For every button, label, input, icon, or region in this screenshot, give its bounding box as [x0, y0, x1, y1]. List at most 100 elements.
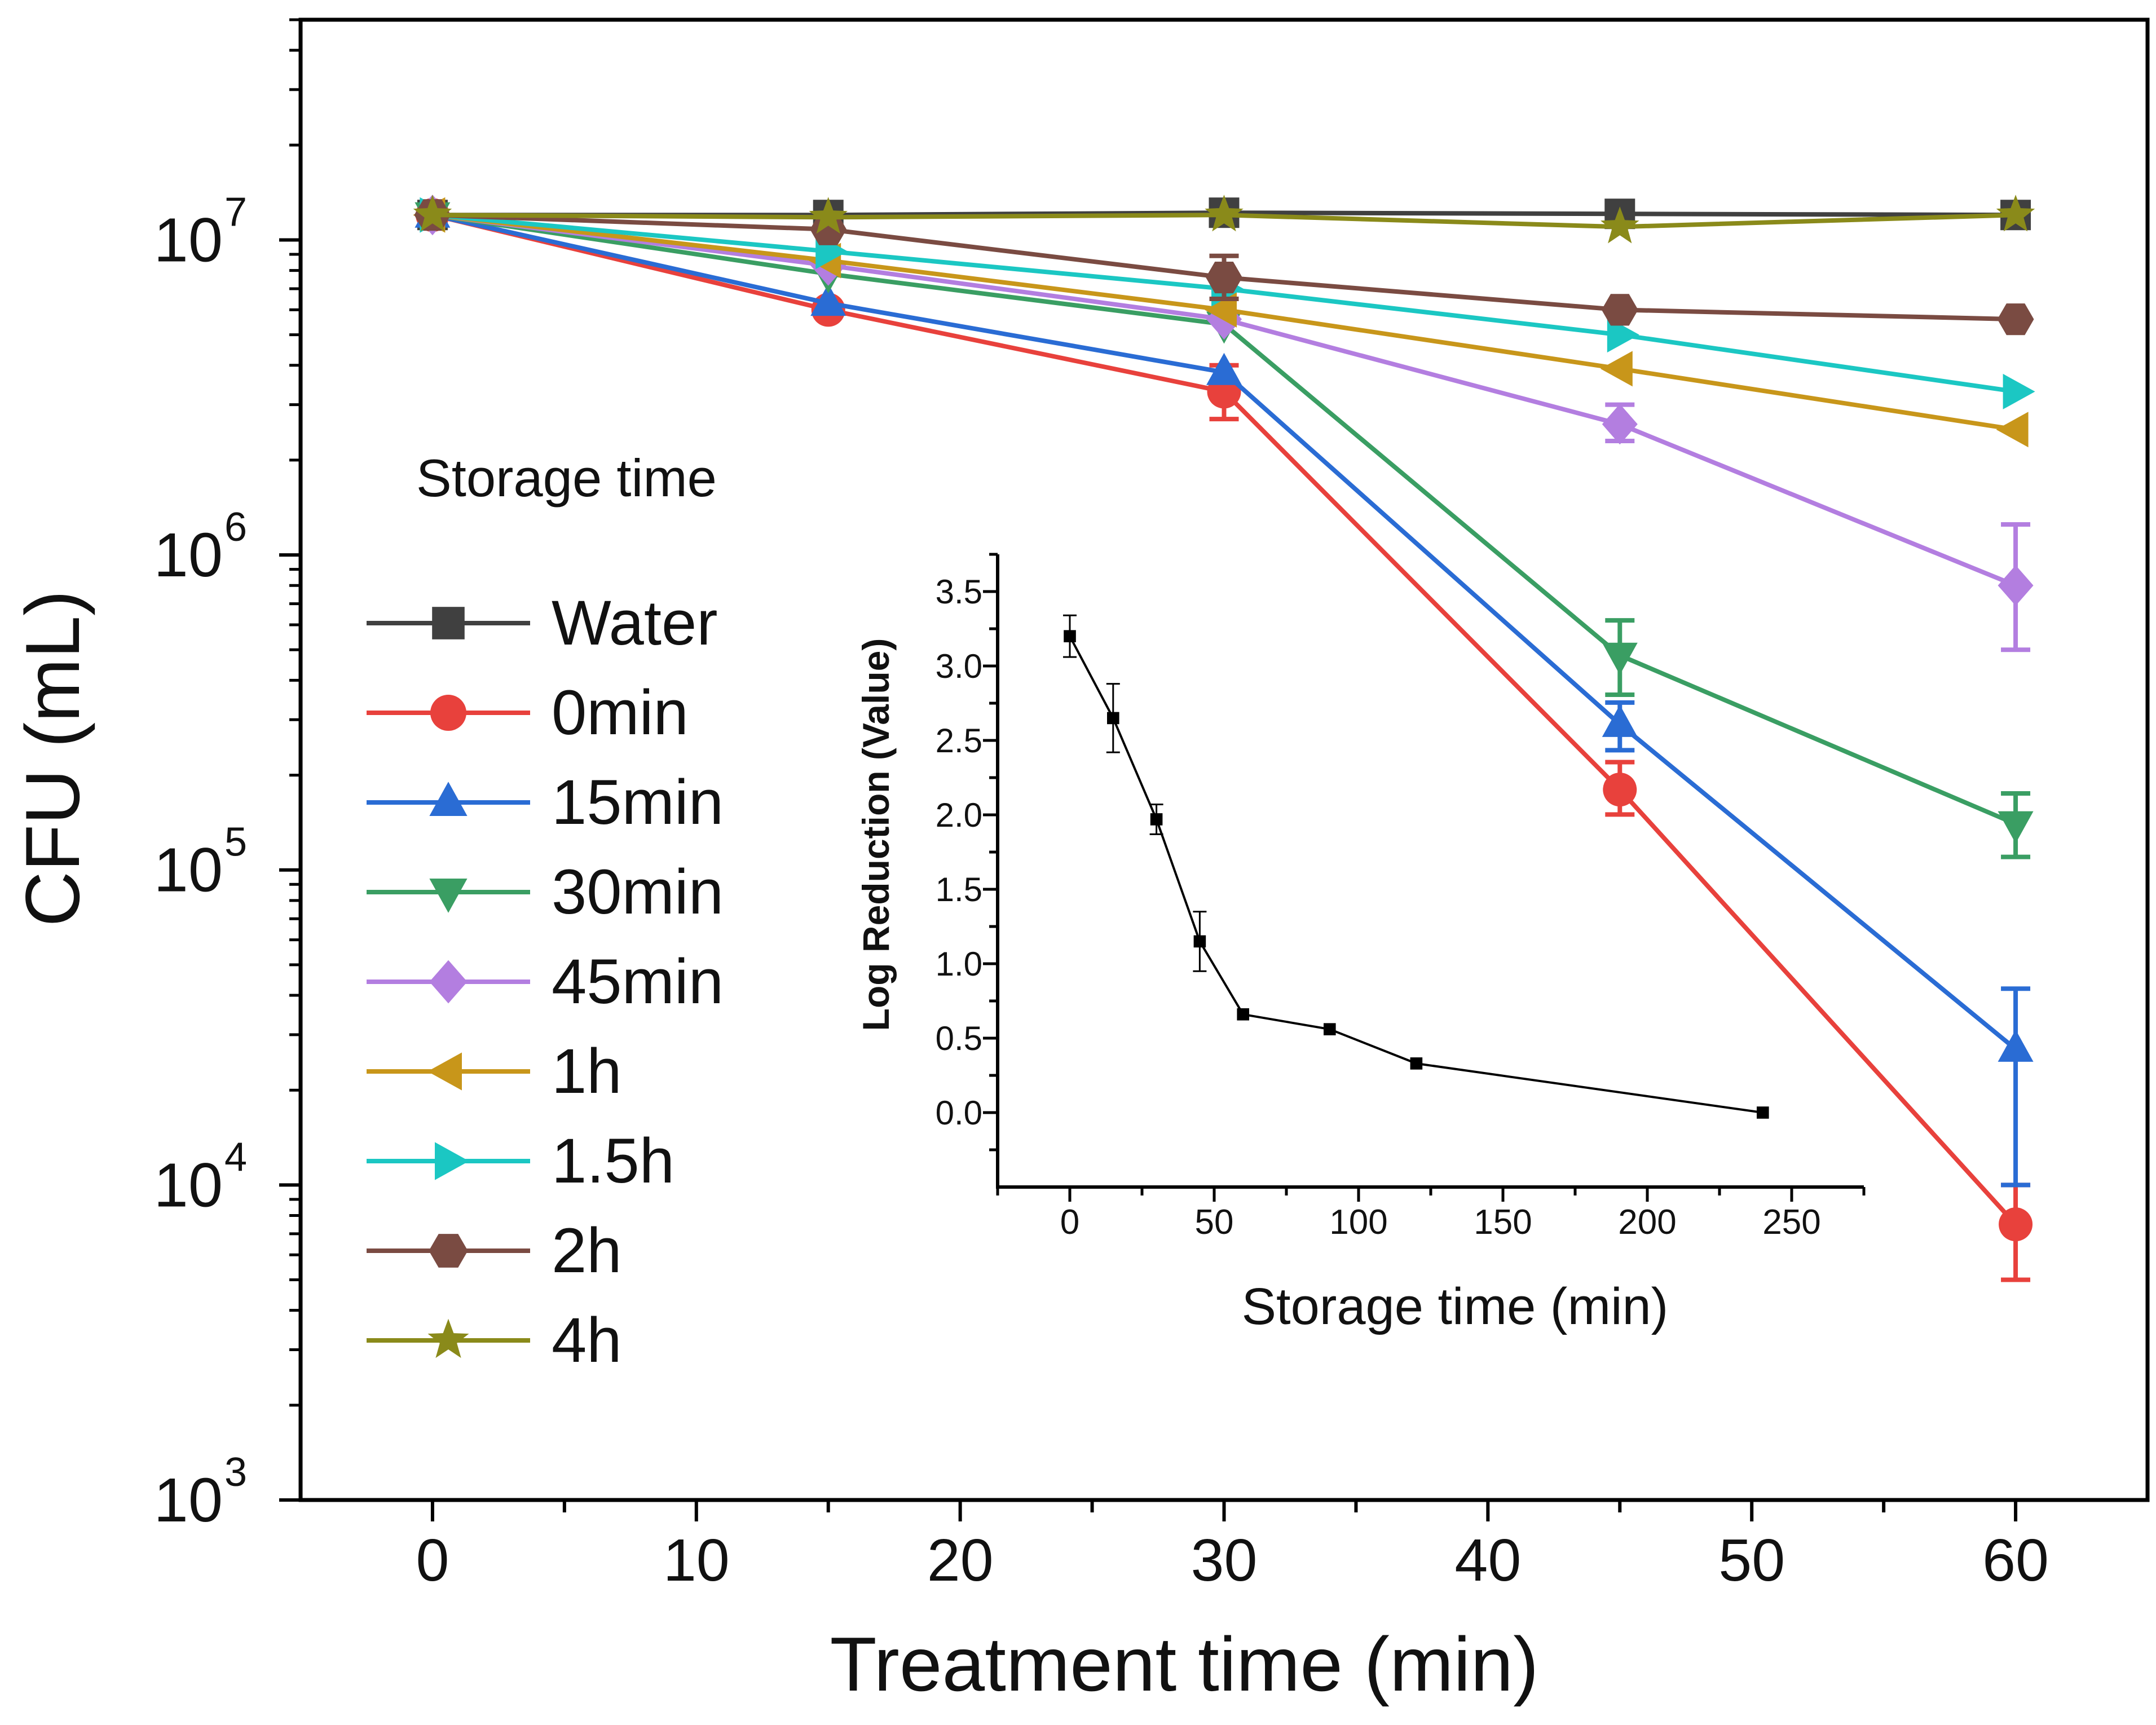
y-tick-label: 10 — [154, 1150, 223, 1220]
inset-y-tick-label: 1.0 — [936, 945, 982, 983]
legend-label: 45min — [552, 946, 724, 1017]
legend-marker — [429, 879, 468, 913]
data-point — [1996, 412, 2029, 448]
x-tick-label: 50 — [1718, 1527, 1785, 1594]
inset-data-point — [1410, 1057, 1423, 1070]
legend-item-15min: 15min — [367, 767, 724, 837]
inset-x-tick-label: 0 — [1060, 1203, 1079, 1242]
data-point — [810, 284, 846, 316]
legend: Storage time Water 0min 15min 30min 45min 1h 1… — [367, 448, 724, 1375]
data-point — [1996, 195, 2035, 232]
data-point — [1206, 352, 1242, 385]
inset-data-point — [1757, 1106, 1769, 1119]
legend-marker — [429, 1234, 468, 1268]
inset-chart: 0 50 100 150 200 250 0.0 0.5 1.0 1.5 2.0 2.5 3.0 3.5… — [855, 553, 1866, 1335]
inset-data-point — [1237, 1008, 1249, 1021]
x-tick-label: 30 — [1191, 1527, 1258, 1594]
data-point — [1603, 773, 1637, 807]
legend-marker — [430, 695, 466, 731]
y-tick-exponent: 3 — [224, 1450, 247, 1495]
x-tick-label: 20 — [927, 1527, 994, 1594]
legend-marker — [432, 607, 465, 639]
data-point — [413, 195, 452, 232]
inset-x-tick-label: 200 — [1618, 1203, 1676, 1242]
data-point — [1602, 404, 1638, 445]
legend-label: 30min — [552, 857, 724, 927]
inset-x-tick-label: 250 — [1762, 1203, 1820, 1242]
y-tick-exponent: 5 — [224, 820, 247, 865]
legend-label: Water — [552, 588, 718, 658]
legend-item-30min: 30min — [367, 857, 724, 927]
legend-item-1h: 1h — [367, 1036, 622, 1106]
legend-item-0min: 0min — [367, 677, 689, 748]
inset-y-tick-label: 2.0 — [936, 796, 982, 834]
inset-y-tick-label: 1.5 — [936, 871, 982, 908]
inset-x-tick-label: 150 — [1474, 1203, 1532, 1242]
inset-series-line — [1069, 636, 1763, 1114]
inset-x-axis-title: Storage time (min) — [1242, 1278, 1669, 1335]
series-2h — [414, 199, 2034, 336]
inset-y-tick-label: 3.0 — [936, 647, 982, 685]
legend-item-4h: 4h — [367, 1305, 622, 1375]
legend-label: 15min — [552, 767, 724, 837]
main-y-axis-title: CFU (mL) — [10, 590, 95, 927]
inset-x-tick-label: 50 — [1195, 1203, 1234, 1242]
legend-label: 4h — [552, 1305, 622, 1375]
inset-series-log-reduction — [1063, 614, 1769, 1119]
main-x-axis: 0 10 20 30 40 50 60 — [416, 1500, 2049, 1594]
legend-label: 2h — [552, 1215, 622, 1286]
y-tick-label: 10 — [154, 520, 223, 590]
legend-item-2h: 2h — [367, 1215, 622, 1286]
inset-y-tick-label: 0.0 — [936, 1094, 982, 1132]
legend-marker — [429, 782, 468, 816]
legend-label: 1.5h — [552, 1126, 674, 1196]
legend-title: Storage time — [416, 448, 717, 508]
inset-y-tick-label: 0.5 — [936, 1020, 982, 1057]
series-4h — [413, 195, 2035, 244]
data-point — [809, 197, 848, 234]
inset-x-tick-label: 100 — [1329, 1203, 1387, 1242]
data-point — [1999, 1207, 2033, 1242]
inset-data-point — [1193, 935, 1206, 948]
legend-marker — [427, 1052, 462, 1091]
data-point — [1601, 294, 1638, 326]
inset-x-axis: 0 50 100 150 200 250 — [996, 1187, 1866, 1242]
data-point — [1601, 206, 1639, 244]
y-tick-label: 10 — [154, 1466, 223, 1535]
legend-items: Water 0min 15min 30min 45min 1h 1.5h 2h 4h — [367, 588, 724, 1375]
data-point — [1602, 642, 1638, 675]
inset-y-tick-label: 2.5 — [936, 722, 982, 760]
main-x-axis-title: Treatment time (min) — [830, 1621, 1539, 1707]
inset-series-layer — [1063, 614, 1769, 1119]
inset-data-point — [1150, 813, 1163, 826]
inset-y-axis: 0.0 0.5 1.0 1.5 2.0 2.5 3.0 3.5 — [936, 553, 998, 1152]
inset-data-point — [1064, 630, 1076, 642]
legend-marker — [429, 960, 468, 1004]
data-point — [2003, 373, 2035, 409]
data-point — [810, 213, 847, 245]
y-tick-label: 10 — [154, 205, 223, 275]
inset-y-axis-title: Log Reduction (Value) — [855, 638, 897, 1031]
main-series-layer — [413, 195, 2035, 1282]
data-point — [1998, 565, 2034, 606]
inset-data-point — [1107, 712, 1119, 725]
legend-label: 0min — [552, 677, 689, 748]
inset-data-point — [1324, 1023, 1336, 1035]
legend-label: 1h — [552, 1036, 622, 1106]
y-tick-label: 10 — [154, 836, 223, 905]
legend-item-45min: 45min — [367, 946, 724, 1017]
y-tick-exponent: 7 — [224, 189, 247, 235]
y-tick-exponent: 4 — [224, 1135, 247, 1180]
legend-marker — [435, 1142, 469, 1180]
data-point — [1998, 811, 2034, 844]
data-point — [1998, 1029, 2034, 1062]
inset-y-tick-label: 3.5 — [936, 573, 982, 611]
x-tick-label: 10 — [663, 1527, 730, 1594]
data-point — [1997, 303, 2034, 336]
legend-item-water: Water — [367, 588, 718, 658]
x-tick-label: 60 — [1982, 1527, 2049, 1594]
data-point — [1607, 317, 1639, 353]
y-tick-exponent: 6 — [224, 505, 247, 550]
